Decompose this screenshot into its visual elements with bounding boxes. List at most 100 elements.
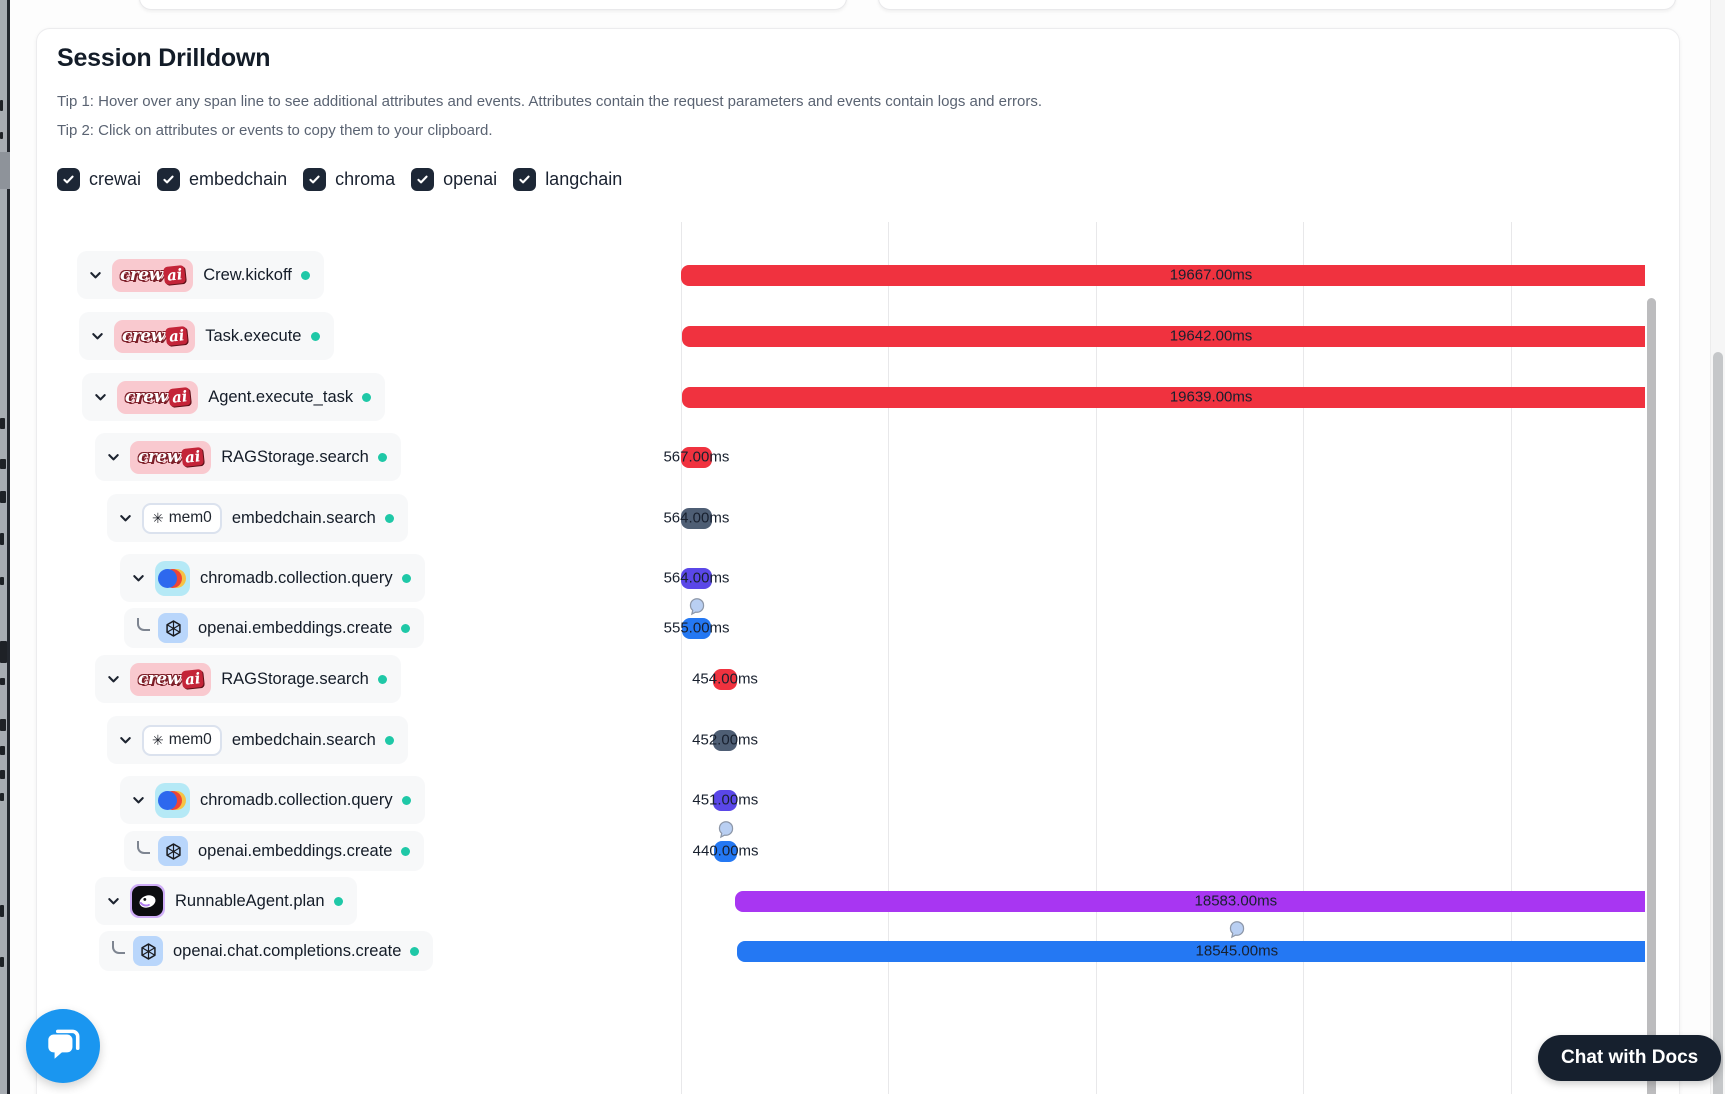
speech-bubble-icon[interactable] <box>687 597 706 621</box>
span-duration-bar[interactable] <box>712 729 738 751</box>
span-name: RunnableAgent.plan <box>175 891 325 910</box>
span-name: Agent.execute_task <box>208 387 354 406</box>
span-row[interactable]: ✳ mem0 embedchain.search <box>107 716 408 764</box>
span-duration-bar[interactable] <box>681 567 712 589</box>
span-name: openai.chat.completions.create <box>173 941 402 960</box>
span-row[interactable]: ✳ mem0 embedchain.search <box>107 494 408 542</box>
checkbox-checked-icon[interactable] <box>57 168 80 191</box>
background-page-fragment <box>0 719 6 731</box>
chroma-logo <box>155 782 190 818</box>
span-duration-bar[interactable] <box>681 617 712 639</box>
background-page-fragment <box>0 770 5 779</box>
span-row[interactable]: chromadb.collection.query <box>120 776 425 824</box>
filter-embedchain[interactable]: embedchain <box>157 168 287 191</box>
timeline-gridline <box>1511 222 1512 1094</box>
span-duration-bar[interactable] <box>681 507 712 529</box>
checkbox-checked-icon[interactable] <box>157 168 181 191</box>
span-duration-bar[interactable] <box>681 386 1645 408</box>
span-duration-bar[interactable] <box>713 789 738 811</box>
span-duration-bar[interactable] <box>735 890 1645 912</box>
status-dot <box>384 735 394 745</box>
tree-connector-icon <box>137 840 150 854</box>
background-page-fragment <box>0 793 4 801</box>
chevron-down-icon[interactable] <box>106 450 121 465</box>
status-dot <box>377 674 387 684</box>
span-row[interactable]: crew ai Agent.execute_task <box>82 373 386 421</box>
chevron-down-icon[interactable] <box>88 268 103 283</box>
chat-bubbles-icon <box>42 1023 84 1070</box>
span-row[interactable]: openai.chat.completions.create <box>99 931 434 971</box>
span-row[interactable]: crew ai RAGStorage.search <box>95 655 401 703</box>
crewai-logo: crew ai <box>130 662 212 696</box>
chat-widget-launcher[interactable] <box>26 1009 100 1083</box>
span-duration-bar[interactable] <box>681 446 712 468</box>
background-page-fragment <box>0 746 5 755</box>
background-page-highlight <box>0 152 10 189</box>
chevron-down-icon[interactable] <box>90 329 105 344</box>
background-page-fragment <box>0 678 5 685</box>
span-duration-bar[interactable] <box>737 940 1645 962</box>
chevron-down-icon[interactable] <box>118 733 133 748</box>
speech-bubble-icon[interactable] <box>1227 920 1246 944</box>
openai-logo <box>133 936 163 966</box>
background-page-fragment <box>0 459 6 469</box>
span-row[interactable]: openai.embeddings.create <box>124 608 425 648</box>
span-name: chromadb.collection.query <box>200 790 393 809</box>
chevron-down-icon[interactable] <box>93 390 108 405</box>
chart-scrollbar-thumb[interactable] <box>1647 298 1656 1094</box>
span-row[interactable]: RunnableAgent.plan <box>95 877 357 925</box>
status-dot <box>410 946 420 956</box>
background-page-divider <box>7 0 10 1094</box>
timeline-gridline <box>888 222 889 1094</box>
chroma-blue-circle-icon <box>158 568 177 588</box>
background-page-fragment <box>0 533 4 545</box>
chevron-down-icon[interactable] <box>131 571 146 586</box>
speech-bubble-icon[interactable] <box>716 820 735 844</box>
tip-2: Tip 2: Click on attributes or events to … <box>57 122 493 139</box>
openai-logo <box>158 613 188 643</box>
span-row[interactable]: chromadb.collection.query <box>120 554 425 602</box>
chevron-down-icon[interactable] <box>131 793 146 808</box>
checkbox-checked-icon[interactable] <box>513 168 537 191</box>
status-dot <box>377 452 387 462</box>
filter-openai[interactable]: openai <box>411 168 497 191</box>
page-scrollbar-thumb[interactable] <box>1713 352 1723 1094</box>
background-page-edge <box>0 0 10 1094</box>
status-dot <box>401 846 411 856</box>
background-page-fragment <box>0 641 7 663</box>
span-row[interactable]: openai.embeddings.create <box>124 831 425 871</box>
span-duration-bar[interactable] <box>681 325 1645 347</box>
chat-with-docs-button[interactable]: Chat with Docs <box>1538 1035 1722 1081</box>
mem0-logo: ✳ mem0 <box>142 502 222 534</box>
filter-crewai[interactable]: crewai <box>57 168 141 191</box>
top-card-left <box>139 0 847 10</box>
openai-logo <box>158 836 188 866</box>
top-card-right <box>878 0 1676 10</box>
checkbox-checked-icon[interactable] <box>411 168 435 191</box>
span-duration-bar[interactable] <box>712 668 738 690</box>
crewai-logo: crew ai <box>114 319 196 353</box>
status-dot <box>333 896 343 906</box>
chevron-down-icon[interactable] <box>106 894 121 909</box>
chevron-down-icon[interactable] <box>118 511 133 526</box>
span-row[interactable]: crew ai RAGStorage.search <box>95 433 401 481</box>
status-dot <box>401 573 411 583</box>
background-page-fragment <box>0 577 4 585</box>
provider-filters: crewai embedchain chroma openai langchain <box>57 168 622 191</box>
crewai-logo: crew ai <box>130 440 212 474</box>
span-row[interactable]: crew ai Task.execute <box>79 312 334 360</box>
langchain-logo <box>130 884 165 918</box>
crewai-logo: crew ai <box>117 380 199 414</box>
checkbox-checked-icon[interactable] <box>303 168 327 191</box>
span-name: Task.execute <box>205 326 302 345</box>
filter-chroma[interactable]: chroma <box>303 168 395 191</box>
span-duration-bar[interactable] <box>681 264 1645 286</box>
filter-langchain[interactable]: langchain <box>513 168 622 191</box>
chevron-down-icon[interactable] <box>106 672 121 687</box>
background-page-fragment <box>0 100 3 111</box>
span-duration-bar[interactable] <box>713 840 738 862</box>
background-page-fragment <box>0 905 4 917</box>
crewai-logo: crew ai <box>112 258 194 292</box>
span-row[interactable]: crew ai Crew.kickoff <box>77 251 324 299</box>
